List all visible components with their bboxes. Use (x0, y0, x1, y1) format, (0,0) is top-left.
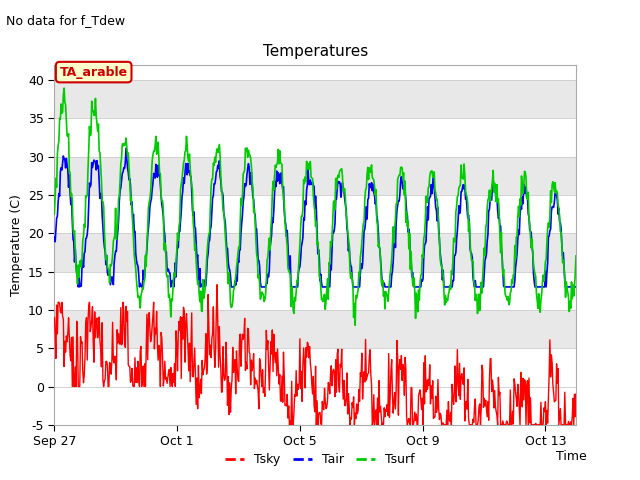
Text: No data for f_Tdew: No data for f_Tdew (6, 14, 125, 27)
Bar (54, 386, 576, 425)
Legend: Tsky, Tair, Tsurf: Tsky, Tair, Tsurf (220, 448, 420, 471)
Text: TA_arable: TA_arable (60, 66, 128, 79)
Bar (54, 272, 576, 310)
Bar (54, 195, 576, 233)
Bar (54, 65, 576, 80)
Title: Temperatures: Temperatures (262, 45, 368, 60)
Bar (54, 348, 576, 386)
Y-axis label: Temperature (C): Temperature (C) (10, 194, 22, 296)
X-axis label: Time: Time (556, 450, 586, 463)
Bar (54, 119, 576, 156)
